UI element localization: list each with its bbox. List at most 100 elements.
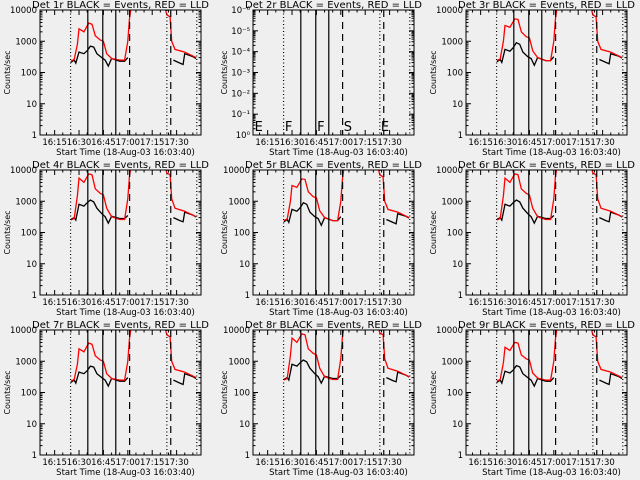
plot-frame	[252, 9, 415, 136]
x-tick-label: 17:00	[542, 298, 567, 308]
events-series-line	[386, 212, 410, 225]
marker-label: S	[344, 120, 352, 135]
y-tick-label: 1000	[15, 197, 37, 207]
x-tick-label: 17:30	[377, 458, 402, 468]
x-tick-label: 16:45	[91, 458, 116, 468]
y-tick-label: 10⁻²	[231, 89, 250, 99]
x-tick-label: 16:45	[517, 458, 542, 468]
y-tick-label: 1	[32, 131, 37, 141]
x-tick-label: 17:15	[353, 458, 378, 468]
y-tick-label: 10000	[436, 6, 463, 16]
y-tick-label: 1	[245, 291, 250, 301]
x-axis-label: Start Time (18-Aug-03 16:03:40)	[56, 148, 195, 158]
y-tick-label: 10000	[223, 326, 250, 336]
x-tick-label: 16:15	[255, 458, 280, 468]
x-tick-label: 16:45	[304, 138, 329, 148]
lld-series-line	[164, 330, 197, 379]
y-tick-label: 10	[452, 420, 463, 430]
panel-9: 1 10 100 1000 10000 16:15 16:30 16:45 17:00 17:15…	[429, 320, 635, 478]
y-tick-label: 1000	[228, 357, 250, 367]
panel-title: Det 3r BLACK = Events, RED = LLD	[458, 0, 635, 11]
x-tick-label: 17:15	[566, 298, 591, 308]
y-tick-label: 1000	[441, 357, 463, 367]
x-tick-label: 16:30	[67, 458, 92, 468]
marker-label: F	[285, 120, 292, 135]
y-tick-label: 1	[32, 291, 37, 301]
lld-series-line	[496, 330, 558, 382]
x-axis-label: Start Time (18-Aug-03 16:03:40)	[269, 308, 408, 318]
panel-4: 1 10 100 1000 10000 16:15 16:30 16:45 17:00 17:15…	[3, 160, 209, 318]
x-tick-label: 17:15	[353, 298, 378, 308]
x-tick-label: 17:00	[116, 458, 141, 468]
x-tick-label: 16:45	[304, 458, 329, 468]
x-tick-label: 17:30	[377, 138, 402, 148]
y-tick-label: 1	[458, 451, 463, 461]
x-tick-label: 16:45	[517, 138, 542, 148]
y-tick-label: 10000	[436, 326, 463, 336]
lld-series-line	[590, 330, 623, 379]
y-tick-label: 1	[458, 291, 463, 301]
y-tick-label: 1	[245, 451, 250, 461]
x-tick-label: 17:00	[329, 138, 354, 148]
x-tick-label: 16:30	[67, 138, 92, 148]
y-tick-label: 1000	[15, 357, 37, 367]
panel-title: Det 5r BLACK = Events, RED = LLD	[245, 160, 422, 171]
y-tick-label: 10	[26, 420, 37, 430]
x-tick-label: 16:30	[280, 298, 305, 308]
y-tick-label: 10000	[10, 326, 37, 336]
panel-title: Det 9r BLACK = Events, RED = LLD	[458, 320, 635, 331]
y-tick-label: 1	[32, 451, 37, 461]
x-axis-label: Start Time (18-Aug-03 16:03:40)	[482, 148, 621, 158]
plot-frame	[39, 329, 202, 456]
x-tick-label: 16:45	[91, 298, 116, 308]
lld-series-line	[70, 330, 132, 382]
y-tick-label: 10⁻⁵	[231, 27, 250, 37]
lld-series-line	[70, 170, 132, 221]
lld-series-line	[165, 170, 197, 218]
y-tick-label: 10000	[10, 6, 37, 16]
events-series-line	[386, 371, 410, 383]
y-tick-label: 100	[21, 389, 37, 399]
x-tick-label: 17:15	[566, 138, 591, 148]
events-series-line	[70, 365, 129, 388]
lld-series-line	[377, 170, 410, 219]
x-tick-label: 17:00	[329, 298, 354, 308]
y-tick-label: 10⁻³	[231, 69, 250, 79]
x-axis-label: Start Time (18-Aug-03 16:03:40)	[482, 468, 621, 478]
x-axis-label: Start Time (18-Aug-03 16:03:40)	[269, 468, 408, 478]
plot-frame	[39, 9, 202, 136]
x-tick-label: 16:30	[280, 458, 305, 468]
x-tick-label: 17:15	[566, 458, 591, 468]
x-tick-label: 16:45	[91, 138, 116, 148]
y-tick-label: 1000	[228, 197, 250, 207]
plot-frame	[465, 169, 628, 296]
x-tick-label: 16:15	[468, 138, 493, 148]
panel-title: Det 7r BLACK = Events, RED = LLD	[32, 320, 209, 331]
x-tick-label: 17:30	[164, 298, 189, 308]
x-tick-label: 17:15	[140, 138, 165, 148]
panel-5: 1 10 100 1000 10000 16:15 16:30 16:45 17:00 17:15…	[220, 160, 422, 318]
events-series-line	[173, 211, 197, 223]
x-tick-label: 16:30	[493, 458, 517, 468]
x-tick-label: 17:30	[164, 138, 189, 148]
x-tick-label: 17:30	[590, 458, 615, 468]
plot-frame	[465, 9, 628, 136]
x-tick-label: 16:15	[255, 298, 280, 308]
x-tick-label: 16:30	[493, 138, 517, 148]
y-tick-label: 1	[458, 131, 463, 141]
y-tick-label: 100	[21, 229, 37, 239]
events-series-line	[496, 364, 555, 388]
events-series-line	[599, 52, 623, 65]
panel-3: 1 10 100 1000 10000 16:15 16:30 16:45 17:00 17:15…	[429, 0, 635, 158]
y-tick-label: 10000	[436, 166, 463, 176]
x-tick-label: 17:30	[377, 298, 402, 308]
y-tick-label: 10000	[223, 166, 250, 176]
y-axis-label: Counts/sec	[220, 210, 229, 254]
y-tick-label: 100	[21, 69, 37, 79]
x-tick-label: 16:15	[42, 298, 67, 308]
x-tick-label: 16:15	[468, 458, 493, 468]
y-axis-label: Counts/sec	[220, 370, 229, 414]
plot-frame	[39, 169, 202, 296]
